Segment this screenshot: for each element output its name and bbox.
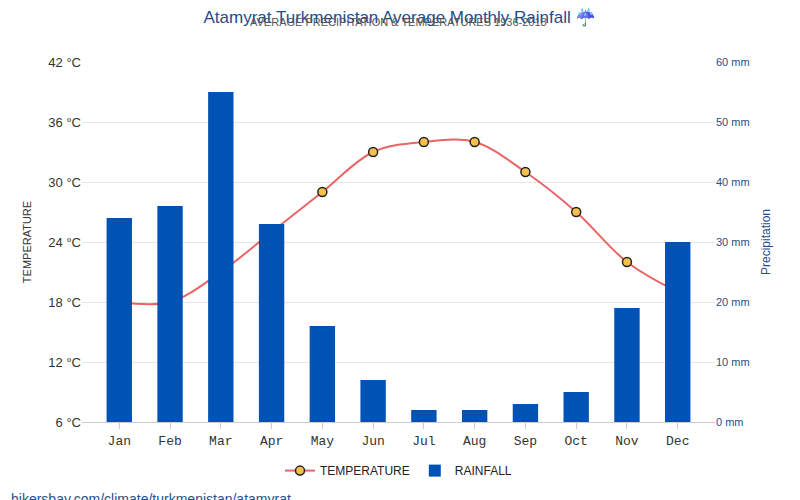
- svg-text:Atamyrat Turkmenistan Average: Atamyrat Turkmenistan Average Monthly Ra…: [204, 7, 597, 27]
- svg-text:hikersbay.com/climate/turkmeni: hikersbay.com/climate/turkmenistan/atamy…: [11, 491, 291, 500]
- svg-text:36 °C: 36 °C: [48, 115, 81, 130]
- svg-text:Jan: Jan: [108, 434, 131, 449]
- svg-text:18 °C: 18 °C: [48, 295, 81, 310]
- svg-text:May: May: [311, 434, 335, 449]
- svg-text:10 mm: 10 mm: [716, 356, 750, 368]
- svg-text:Feb: Feb: [158, 434, 181, 449]
- svg-text:Sep: Sep: [514, 434, 537, 449]
- svg-text:50 mm: 50 mm: [716, 116, 750, 128]
- svg-text:0 mm: 0 mm: [716, 416, 744, 428]
- svg-text:RAINFALL: RAINFALL: [455, 464, 512, 478]
- svg-text:Dec: Dec: [666, 434, 689, 449]
- svg-text:30 °C: 30 °C: [48, 175, 81, 190]
- svg-text:6 °C: 6 °C: [56, 415, 81, 430]
- svg-text:TEMPERATURE: TEMPERATURE: [320, 464, 410, 478]
- svg-text:AVERAGE PRECIPITATION & TEMPER: AVERAGE PRECIPITATION & TEMPERATURES 193…: [250, 16, 547, 28]
- svg-text:TEMPERATURE: TEMPERATURE: [21, 201, 33, 283]
- svg-text:Jun: Jun: [361, 434, 384, 449]
- svg-text:20 mm: 20 mm: [716, 296, 750, 308]
- svg-text:60 mm: 60 mm: [716, 56, 750, 68]
- svg-text:Nov: Nov: [615, 434, 639, 449]
- svg-text:12 °C: 12 °C: [48, 355, 81, 370]
- svg-text:40 mm: 40 mm: [716, 176, 750, 188]
- svg-text:Precipitation: Precipitation: [759, 209, 773, 275]
- svg-text:Jul: Jul: [412, 434, 436, 449]
- svg-text:Oct: Oct: [564, 434, 587, 449]
- svg-text:Apr: Apr: [260, 434, 283, 449]
- svg-text:Aug: Aug: [463, 434, 486, 449]
- svg-text:42 °C: 42 °C: [48, 55, 81, 70]
- svg-text:Mar: Mar: [209, 434, 232, 449]
- svg-text:24 °C: 24 °C: [48, 235, 81, 250]
- svg-text:30 mm: 30 mm: [716, 236, 750, 248]
